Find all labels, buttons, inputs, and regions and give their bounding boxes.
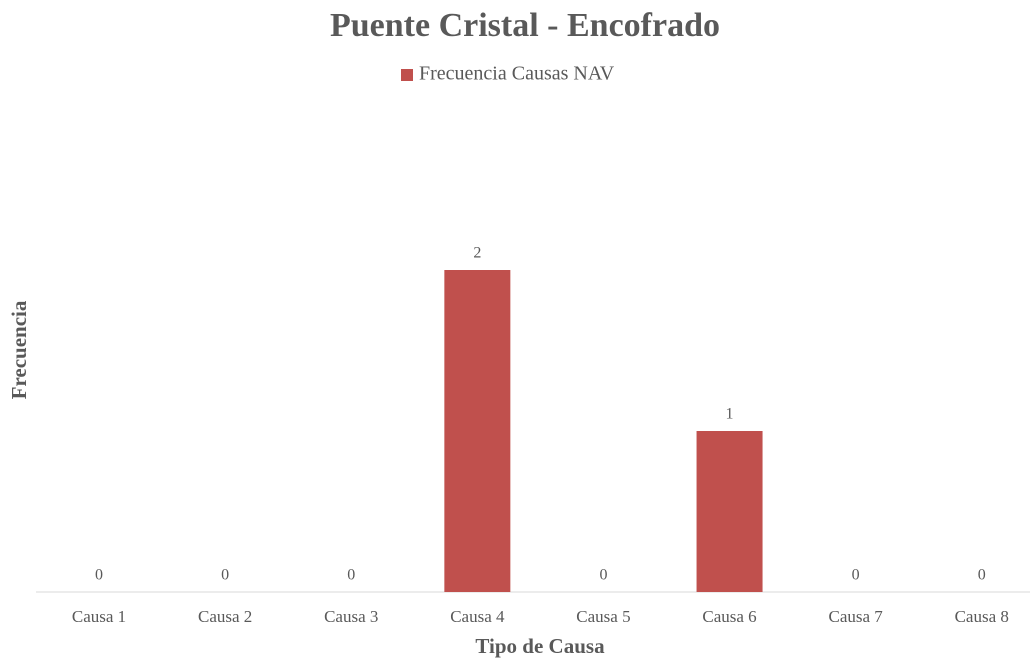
bar [444, 270, 511, 592]
x-tick-label: Causa 6 [702, 607, 756, 626]
data-label: 0 [347, 567, 355, 584]
data-label: 0 [95, 567, 103, 584]
data-label: 0 [221, 567, 229, 584]
data-label: 1 [726, 406, 734, 423]
legend-label: Frecuencia Causas NAV [419, 63, 615, 85]
x-axis-title: Tipo de Causa [475, 634, 605, 658]
data-label: 0 [852, 567, 860, 584]
chart-title: Puente Cristal - Encofrado [330, 7, 720, 44]
data-label: 0 [978, 567, 986, 584]
x-tick-label: Causa 7 [829, 607, 884, 626]
data-label: 0 [599, 567, 607, 584]
y-axis-title: Frecuencia [7, 300, 31, 399]
x-tick-label: Causa 8 [955, 607, 1009, 626]
bar [696, 431, 763, 592]
x-tick-label: Causa 2 [198, 607, 252, 626]
x-tick-label: Causa 3 [324, 607, 378, 626]
x-tick-label: Causa 1 [72, 607, 126, 626]
legend-swatch [401, 69, 413, 81]
data-label: 2 [473, 245, 481, 262]
x-tick-label: Causa 4 [450, 607, 505, 626]
x-tick-label: Causa 5 [576, 607, 630, 626]
